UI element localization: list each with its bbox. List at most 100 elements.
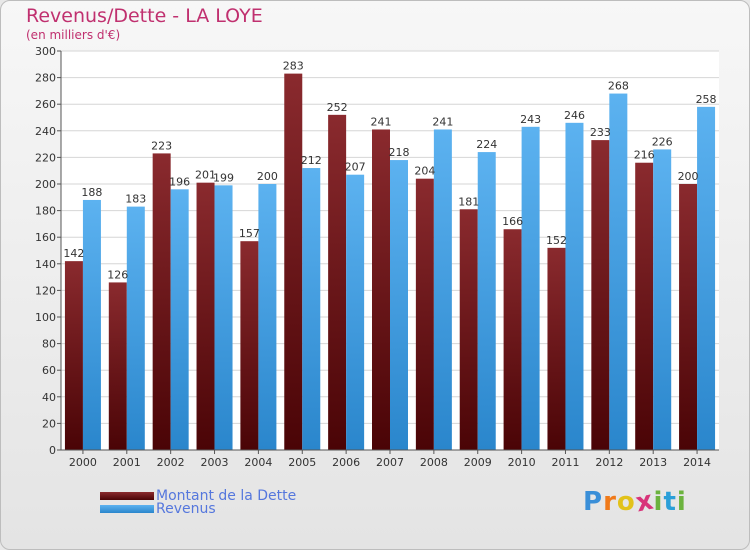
bar-debt — [284, 73, 303, 451]
bar-revenus — [258, 184, 277, 450]
bars — [64, 73, 716, 451]
bar-debt — [108, 282, 127, 450]
bar-debt — [679, 184, 698, 450]
data-label-revenus: 218 — [389, 146, 410, 159]
legend-swatch-dette — [100, 492, 154, 500]
y-tick-label: 260 — [35, 98, 56, 111]
bar-revenus — [170, 189, 189, 450]
x-tick-label: 2012 — [595, 456, 623, 469]
data-label-debt: 233 — [590, 126, 611, 139]
logo-letter: i — [676, 487, 687, 517]
y-tick-label: 140 — [35, 258, 56, 271]
data-label-debt: 152 — [546, 234, 567, 247]
bar-revenus — [697, 106, 716, 451]
data-label-revenus: 200 — [257, 170, 278, 183]
bar-revenus — [302, 168, 321, 451]
x-tick-label: 2003 — [201, 456, 229, 469]
bar-debt — [459, 209, 478, 450]
logo-letter: P — [583, 487, 604, 517]
data-label-debt: 142 — [63, 247, 84, 260]
bar-revenus — [477, 152, 496, 450]
data-label-debt: 216 — [634, 149, 655, 162]
logo-letter: i — [653, 487, 664, 517]
x-tick-label: 2001 — [113, 456, 141, 469]
bar-debt — [240, 241, 259, 450]
bar-revenus — [609, 93, 628, 450]
bar-debt — [372, 129, 390, 450]
data-label-revenus: 224 — [476, 138, 497, 151]
logo-letter: t — [663, 487, 677, 517]
logo-letter: r — [603, 487, 617, 517]
data-label-revenus: 196 — [169, 175, 190, 188]
x-axis-ticks: 2000 2001 2002 2003 2004 2005 2006 2007 2008 2009… — [69, 450, 711, 469]
bar-debt — [547, 247, 566, 450]
y-tick-label: 100 — [35, 311, 56, 324]
bar-debt — [152, 153, 171, 450]
legend-label-dette: Montant de la Dette — [156, 488, 297, 504]
data-label-debt: 166 — [502, 215, 523, 228]
data-label-debt: 223 — [151, 139, 172, 152]
y-tick-label: 240 — [35, 125, 56, 138]
bar-debt — [328, 114, 347, 450]
data-label-debt: 201 — [195, 169, 216, 182]
data-label-debt: 283 — [283, 60, 304, 73]
data-label-revenus: 212 — [301, 154, 322, 167]
y-tick-label: 80 — [42, 338, 56, 351]
axes — [60, 51, 719, 451]
data-label-debt: 181 — [458, 195, 479, 208]
bar-debt — [64, 261, 83, 450]
data-label-revenus: 188 — [81, 186, 102, 199]
x-tick-label: 2010 — [508, 456, 536, 469]
legend-item-revenus: Revenus — [100, 501, 216, 517]
bar-revenus — [433, 129, 452, 450]
x-tick-label: 2008 — [420, 456, 448, 469]
bar-debt — [196, 182, 215, 451]
bar-revenus — [565, 122, 584, 450]
y-tick-label: 60 — [42, 364, 56, 377]
x-tick-label: 2006 — [332, 456, 360, 469]
x-tick-label: 2013 — [639, 456, 667, 469]
data-label-debt: 241 — [371, 115, 392, 128]
y-tick-label: 200 — [35, 178, 56, 191]
data-label-debt: 252 — [327, 101, 348, 114]
data-label-debt: 126 — [107, 268, 128, 281]
bar-debt — [503, 229, 522, 450]
data-label-revenus: 199 — [213, 171, 234, 184]
data-label-revenus: 243 — [520, 113, 541, 126]
data-label-revenus: 183 — [125, 193, 146, 206]
legend-label-revenus: Revenus — [156, 501, 216, 517]
bar-revenus — [346, 174, 365, 450]
y-tick-label: 40 — [42, 391, 56, 404]
x-tick-label: 2009 — [464, 456, 492, 469]
x-tick-label: 2004 — [244, 456, 272, 469]
x-tick-label: 2007 — [376, 456, 404, 469]
bar-revenus — [82, 199, 101, 450]
data-label-revenus: 268 — [608, 80, 629, 93]
chart-subtitle: (en milliers d'€) — [26, 28, 121, 42]
data-label-revenus: 226 — [652, 135, 673, 148]
bar-debt — [415, 178, 434, 450]
x-tick-label: 2005 — [288, 456, 316, 469]
y-tick-label: 160 — [35, 231, 56, 244]
y-tick-label: 120 — [35, 284, 56, 297]
y-axis-ticks: 0 20 40 60 80 100 120 140 160 180 200 220 240 260 280 3… — [35, 45, 61, 457]
x-tick-label: 2014 — [683, 456, 711, 469]
y-tick-label: 280 — [35, 72, 56, 85]
bar-revenus — [521, 126, 540, 450]
data-label-debt: 200 — [678, 170, 699, 183]
y-tick-label: 0 — [49, 444, 56, 457]
data-label-revenus: 207 — [345, 161, 366, 174]
data-label-revenus: 246 — [564, 109, 585, 122]
data-label-debt: 204 — [414, 165, 435, 178]
y-tick-label: 180 — [35, 205, 56, 218]
bar-debt — [591, 140, 610, 451]
bar-revenus — [390, 160, 408, 450]
legend-swatch-revenus — [100, 505, 154, 513]
data-label-revenus: 258 — [696, 93, 717, 106]
x-tick-label: 2002 — [157, 456, 185, 469]
logo-letter: o — [616, 487, 636, 517]
y-tick-label: 300 — [35, 45, 56, 58]
bar-debt — [635, 162, 654, 450]
